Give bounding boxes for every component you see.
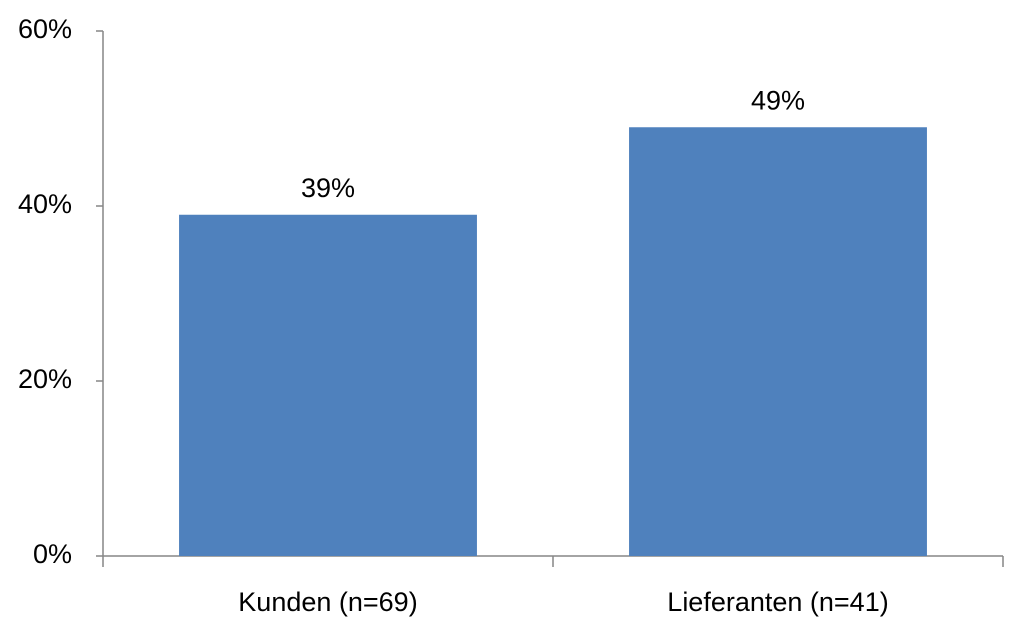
y-tick-label: 20% <box>18 364 72 394</box>
x-tick-label: Kunden (n=69) <box>238 587 417 617</box>
value-label: 49% <box>751 85 805 115</box>
y-tick-label: 60% <box>18 14 72 44</box>
y-tick-label: 0% <box>33 539 72 569</box>
bar <box>179 214 477 556</box>
value-label: 39% <box>301 173 355 203</box>
bar <box>629 127 927 556</box>
y-tick-label: 40% <box>18 189 72 219</box>
x-tick-label: Lieferanten (n=41) <box>667 587 888 617</box>
